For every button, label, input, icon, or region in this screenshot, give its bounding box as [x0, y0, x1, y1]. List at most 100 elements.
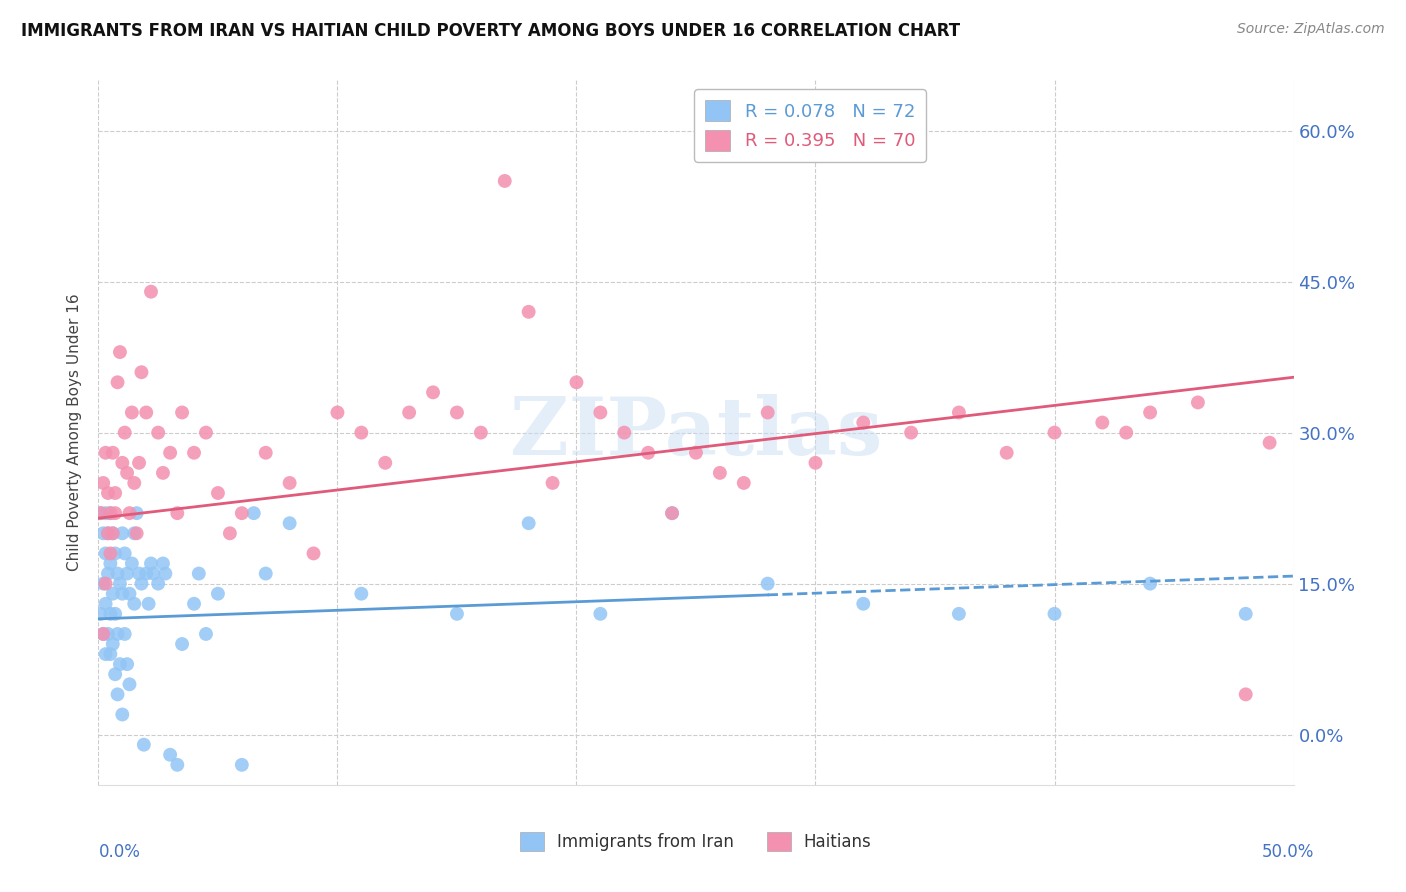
Point [124, 597, 146, 611]
Point [104, 607, 127, 621]
Point [104, 667, 127, 681]
Point [104, 486, 127, 500]
Point [589, 405, 612, 419]
Point [494, 174, 516, 188]
Point [756, 405, 779, 419]
Y-axis label: Child Poverty Among Boys Under 16: Child Poverty Among Boys Under 16 [67, 293, 83, 572]
Point [132, 738, 155, 752]
Point [98, 607, 122, 621]
Point [114, 425, 136, 440]
Point [207, 587, 229, 601]
Point [195, 627, 218, 641]
Point [90, 506, 112, 520]
Point [121, 557, 143, 571]
Point [104, 506, 127, 520]
Point [101, 526, 124, 541]
Point [97, 526, 120, 541]
Point [155, 566, 177, 581]
Point [94, 597, 117, 611]
Point [101, 526, 124, 541]
Point [326, 405, 349, 419]
Point [108, 345, 131, 359]
Point [118, 506, 141, 520]
Point [852, 597, 875, 611]
Point [91, 627, 114, 641]
Point [128, 456, 150, 470]
Point [124, 475, 146, 490]
Point [91, 576, 114, 591]
Point [231, 506, 253, 520]
Point [98, 647, 122, 661]
Point [114, 627, 136, 641]
Point [121, 405, 143, 419]
Point [172, 405, 194, 419]
Point [94, 576, 117, 591]
Point [1187, 395, 1209, 409]
Point [350, 587, 373, 601]
Point [374, 456, 396, 470]
Point [107, 376, 129, 390]
Point [94, 446, 117, 460]
Point [541, 475, 564, 490]
Point [91, 475, 114, 490]
Point [91, 627, 114, 641]
Point [124, 526, 146, 541]
Point [125, 526, 148, 541]
Point [1139, 576, 1161, 591]
Point [756, 576, 779, 591]
Point [207, 486, 229, 500]
Point [101, 637, 124, 651]
Point [107, 627, 129, 641]
Point [350, 425, 373, 440]
Point [108, 576, 131, 591]
Point [278, 516, 301, 531]
Point [166, 506, 188, 520]
Point [1043, 425, 1066, 440]
Point [166, 757, 188, 772]
Point [517, 516, 540, 531]
Point [948, 607, 970, 621]
Point [125, 506, 148, 520]
Point [90, 607, 112, 621]
Point [517, 305, 540, 319]
Point [115, 566, 138, 581]
Point [1043, 607, 1066, 621]
Point [613, 425, 636, 440]
Point [995, 446, 1018, 460]
Point [1139, 405, 1161, 419]
Point [115, 466, 138, 480]
Point [1234, 687, 1257, 701]
Point [94, 506, 117, 520]
Point [107, 687, 129, 701]
Point [661, 506, 683, 520]
Point [446, 607, 468, 621]
Point [446, 405, 468, 419]
Point [1115, 425, 1137, 440]
Point [219, 526, 242, 541]
Point [139, 285, 162, 299]
Point [131, 576, 153, 591]
Point [139, 557, 162, 571]
Point [97, 627, 120, 641]
Point [107, 566, 129, 581]
Point [661, 506, 683, 520]
Point [183, 597, 205, 611]
Point [118, 677, 141, 691]
Point [115, 657, 138, 672]
Point [422, 385, 444, 400]
Point [589, 607, 612, 621]
Point [98, 506, 122, 520]
Point [900, 425, 922, 440]
Point [135, 405, 157, 419]
Point [94, 546, 117, 560]
Point [111, 587, 134, 601]
Point [90, 506, 112, 520]
Point [98, 506, 122, 520]
Point [278, 475, 301, 490]
Point [152, 466, 174, 480]
Point [948, 405, 970, 419]
Point [138, 597, 160, 611]
Point [128, 566, 150, 581]
Point [135, 566, 157, 581]
Point [231, 757, 253, 772]
